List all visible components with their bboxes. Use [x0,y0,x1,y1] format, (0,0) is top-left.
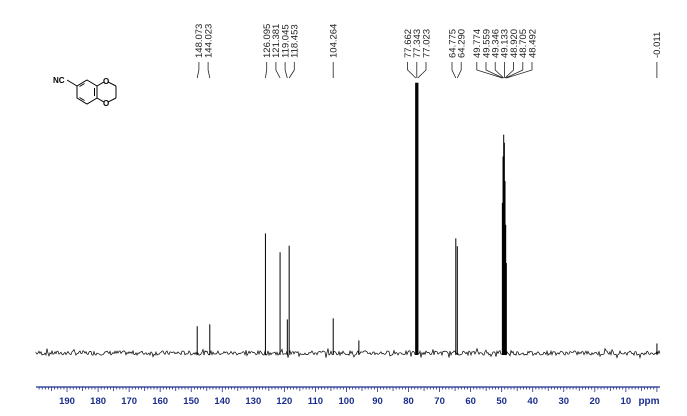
peak-label: 144.023 [203,24,214,58]
x-tick-label: 190 [59,396,75,407]
x-axis-unit-label: ppm [638,396,659,407]
x-tick-label: 40 [527,396,538,407]
x-tick-label: 120 [276,396,292,407]
peak-label-leader [451,62,457,79]
peak-label-leader [288,62,295,79]
peak-label: 49.133 [500,29,511,58]
x-tick-label: 60 [465,396,476,407]
peak-label-leader [506,62,533,79]
oxygen-label-bottom: O [103,99,109,108]
peak-label-leader [476,62,503,79]
x-tick-label: 150 [183,396,199,407]
peak-group [196,82,658,355]
peak-label: 48.705 [518,29,529,58]
x-tick-label: 130 [245,396,261,407]
baseline-noise-group [35,347,661,360]
peak-label: 49.346 [491,29,502,58]
baseline-noise [35,347,661,360]
x-tick-label: 180 [90,396,106,407]
peak-label-leader [265,62,268,79]
peak-label-leader [485,62,504,79]
x-tick-label: 160 [152,396,168,407]
x-tick-label: 140 [214,396,230,407]
peak-label: 148.073 [194,24,205,58]
peak-label: 64.290 [457,29,468,58]
x-axis: 190 180 170 160 150 140 130 120 110 100 90 80 70 60 50… [36,386,660,407]
x-tick-label: 170 [121,396,137,407]
x-tick-label: 30 [558,396,569,407]
peak-label: 49.774 [472,29,483,58]
peak-label: 104.264 [329,24,340,58]
molecule-structure: NC O O [53,76,117,108]
peak-label-leader [494,62,504,79]
peak-label-leader [505,62,524,79]
oxygen-label-top: O [103,77,109,86]
peak-label: 118.453 [290,24,301,58]
peak-label: -0.011 [652,32,663,58]
peak-label: 126.095 [262,24,273,58]
peak-label-leader [196,62,200,79]
peak-label-leader [207,62,211,79]
peak-label-leader [275,62,281,79]
peak-label: 121.381 [271,24,282,58]
peak-label: 48.492 [527,29,538,58]
peak-label: 48.920 [509,29,520,58]
x-tick-label: 50 [496,396,507,407]
peak-label: 77.662 [403,29,414,58]
peak-label: 77.023 [421,29,432,58]
x-tick-label: 20 [590,396,601,407]
peak-label: 77.343 [412,29,423,58]
x-tick-label: 10 [621,396,632,407]
peak-label: 49.559 [481,29,492,58]
x-tick-label: 80 [403,396,414,407]
peak-label-leader [407,62,417,79]
x-tick-label: 90 [372,396,383,407]
peak-label: 64.775 [447,29,458,58]
peak-label-leader [456,62,462,79]
peak-label-leader [284,62,288,79]
x-tick-label: 100 [339,396,355,407]
x-tick-label: 70 [434,396,445,407]
peak-label-leader [504,62,514,79]
x-tick-label: 110 [308,396,323,407]
nitrile-label: NC [53,76,65,85]
peak-label-leader [417,62,427,79]
peak-label: 119.045 [280,24,291,58]
